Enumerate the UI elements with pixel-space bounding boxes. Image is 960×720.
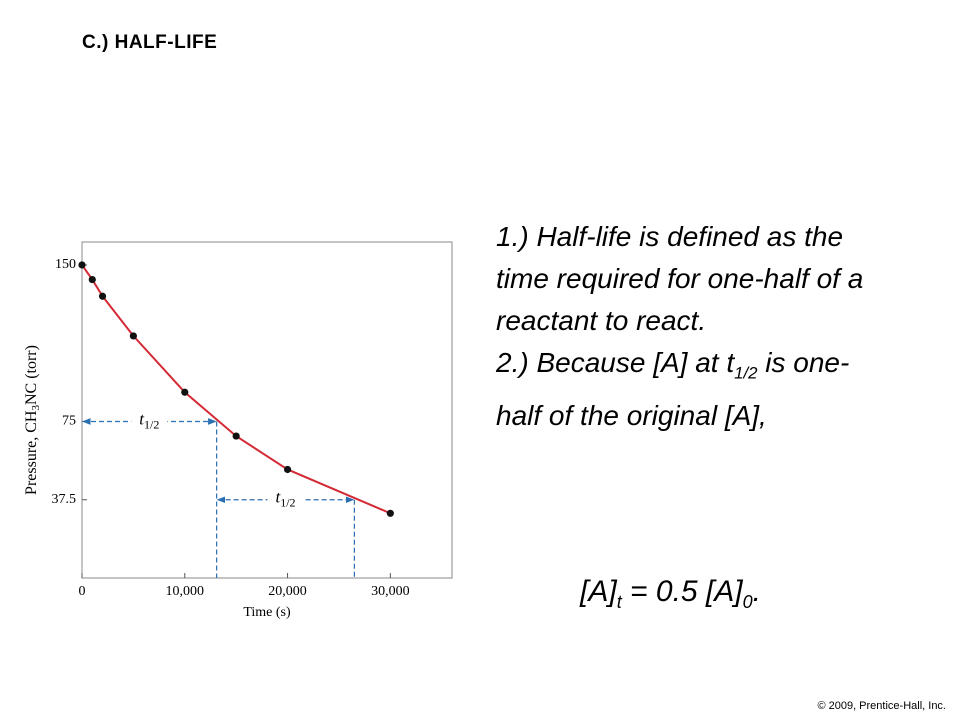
half-life-sub: 1/2 [144, 417, 159, 431]
plot-frame [81, 241, 453, 579]
copyright: © 2009, Prentice-Hall, Inc. [817, 700, 946, 712]
chart: Time (s) Pressure, CH3NC (torr) 0 10,000 2… [23, 241, 453, 620]
x-axis-label: Time (s) [243, 605, 291, 620]
y-label-subscript: 3 [30, 405, 42, 411]
bullet-list: 1.) Half-life is defined as the time req… [496, 216, 881, 437]
y-tick-label: 150 [55, 257, 76, 272]
half-life-label: t1/2 [139, 409, 159, 431]
y-label-text: Pressure, CH [23, 410, 40, 495]
data-point [129, 332, 137, 340]
bullet-text: 2.) Because [A] at t [496, 347, 735, 378]
data-point [386, 509, 394, 517]
formula-subscript: t [616, 592, 622, 612]
bullet-text: is one-half of the original [A], [496, 347, 850, 431]
bullet-subscript: 1/2 [734, 363, 758, 383]
slide-title: C.) HALF-LIFE [82, 32, 218, 53]
formula-subscript: 0 [742, 592, 753, 612]
half-life-t: t [139, 409, 145, 428]
bullet-text: 1.) Half-life is defined as the time req… [496, 221, 864, 336]
x-tick-label: 20,000 [268, 584, 307, 599]
label-backdrop [267, 488, 304, 509]
x-tick-label: 10,000 [166, 584, 205, 599]
formula-text: . [752, 575, 761, 608]
data-point [232, 432, 240, 440]
bullet: 2.) Because [A] at t1/2 is one-half of t… [496, 342, 881, 437]
y-tick-label: 37.5 [52, 492, 77, 507]
x-tick-label: 0 [79, 584, 86, 599]
y-tick-label: 75 [62, 414, 76, 429]
y-label-text: NC (torr) [23, 345, 40, 405]
half-life-label: t1/2 [275, 488, 295, 510]
decay-curve [81, 264, 391, 515]
bullet: 1.) Half-life is defined as the time req… [496, 216, 881, 342]
half-life-sub: 1/2 [280, 495, 295, 509]
label-backdrop [131, 410, 168, 431]
y-axis-label: Pressure, CH3NC (torr) [23, 345, 42, 495]
half-life-t: t [275, 488, 281, 507]
data-point [78, 261, 86, 269]
x-tick-label: 30,000 [371, 584, 410, 599]
data-point [88, 275, 96, 284]
formula-text: = 0.5 [A] [621, 575, 743, 608]
data-point [283, 465, 292, 474]
formula-text: [A] [580, 575, 617, 608]
formula: [A]t = 0.5 [A]0. [580, 575, 761, 613]
data-point [98, 292, 107, 300]
data-point [181, 388, 189, 396]
